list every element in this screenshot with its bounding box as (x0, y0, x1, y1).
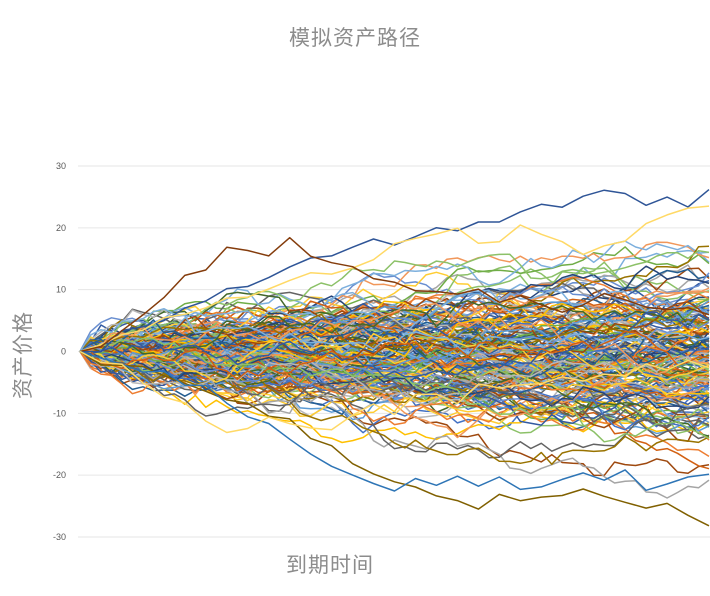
simulated-path (79, 311, 710, 378)
simulated-path (79, 313, 709, 353)
simulated-path (79, 320, 710, 386)
simulated-path (79, 346, 710, 386)
simulated-path (79, 328, 710, 383)
y-tick-label: 30 (56, 161, 66, 171)
simulated-path (79, 249, 710, 353)
path-max-path (79, 189, 710, 353)
chart-title: 模拟资产路径 (289, 26, 421, 50)
simulated-path (79, 350, 710, 410)
path-second-high (79, 205, 710, 353)
simulated-path (79, 350, 710, 428)
simulated-path (79, 336, 710, 406)
simulated-path (79, 265, 710, 353)
simulated-path (79, 308, 710, 395)
simulated-path (79, 276, 710, 353)
simulated-path (79, 320, 710, 393)
path-low-blue (79, 350, 710, 492)
simulated-path (79, 302, 710, 375)
y-tick-label: -20 (53, 470, 66, 480)
y-tick-label: -10 (53, 408, 66, 418)
simulated-path (79, 330, 710, 381)
y-tick-label: -30 (53, 532, 66, 542)
simulated-path (79, 309, 710, 391)
simulated-paths (79, 189, 710, 527)
simulated-path (79, 350, 710, 465)
x-axis-label: 到期时间 (286, 553, 374, 577)
y-tick-label: 0 (61, 347, 66, 357)
simulated-path (80, 302, 710, 364)
simulated-path (79, 306, 710, 369)
simulated-path (79, 292, 710, 353)
path-early-high-brown (79, 236, 710, 353)
path-min-path (79, 350, 710, 527)
simulated-path (79, 299, 710, 363)
simulated-path (79, 350, 710, 426)
path-early-low-yellow (79, 350, 710, 434)
y-tick-label: 20 (56, 223, 66, 233)
y-axis-ticks: 30 20 10 0 -10 -20 -30 (53, 161, 66, 542)
y-tick-label: 10 (56, 285, 66, 295)
simulated-path (79, 324, 710, 377)
